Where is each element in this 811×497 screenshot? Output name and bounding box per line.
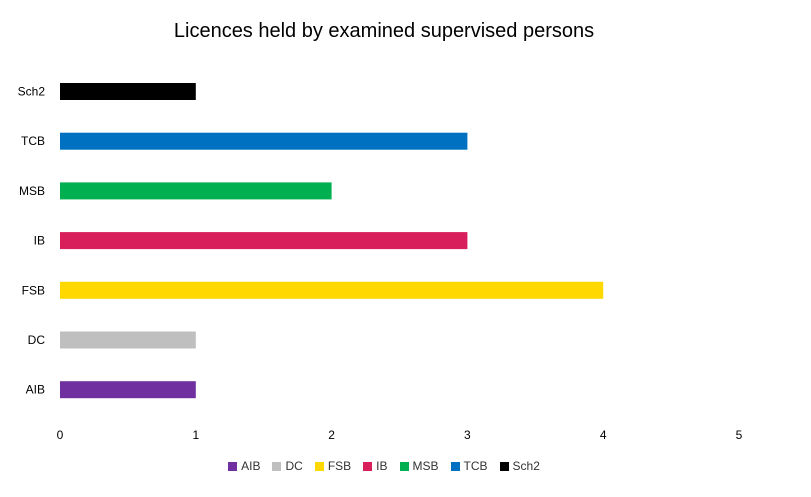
legend-swatch	[499, 461, 509, 471]
legend-item: Sch2	[499, 459, 540, 473]
x-tick-label: 1	[192, 428, 199, 442]
legend-swatch	[272, 461, 282, 471]
legend-swatch	[399, 461, 409, 471]
category-label: MSB	[19, 184, 45, 198]
bar-dc	[60, 331, 196, 349]
x-tick-label: 4	[600, 428, 607, 442]
chart-title: Licences held by examined supervised per…	[173, 20, 595, 42]
category-label: Sch2	[18, 85, 46, 99]
legend-swatch	[228, 461, 238, 471]
legend-label: IB	[376, 459, 388, 473]
legend-swatch	[363, 461, 373, 471]
bar-tcb	[60, 132, 468, 150]
x-tick-label: 3	[464, 428, 471, 442]
category-label: TCB	[21, 134, 45, 148]
x-tick-label: 0	[57, 428, 64, 442]
legend-item: AIB	[228, 459, 260, 473]
bar-sch2	[60, 83, 196, 100]
legend-label: TCB	[463, 459, 488, 473]
legend-swatch	[450, 461, 460, 471]
legend-item: DC	[272, 459, 303, 473]
legend-item: MSB	[399, 459, 439, 473]
legend-item: TCB	[450, 459, 488, 473]
legend-label: DC	[285, 459, 303, 473]
bar-msb	[60, 182, 332, 200]
legend-label: AIB	[241, 459, 261, 473]
legend-label: MSB	[412, 459, 439, 473]
legend-label: FSB	[327, 459, 352, 473]
x-tick-label: 5	[736, 428, 743, 442]
legend-item: FSB	[314, 459, 352, 473]
category-label: AIB	[26, 383, 45, 397]
bar-ib	[60, 232, 468, 250]
legend-label: Sch2	[512, 459, 540, 473]
x-tick-label: 2	[328, 428, 335, 442]
category-label: DC	[28, 333, 46, 347]
category-label: FSB	[22, 283, 45, 297]
legend: AIB DC FSB IB MSB TCB Sch2	[0, 459, 768, 473]
legend-item: IB	[363, 459, 388, 473]
category-label: IB	[34, 234, 45, 248]
bar-fsb	[60, 281, 604, 299]
bar-aib	[60, 381, 196, 399]
legend-swatch	[314, 461, 324, 471]
